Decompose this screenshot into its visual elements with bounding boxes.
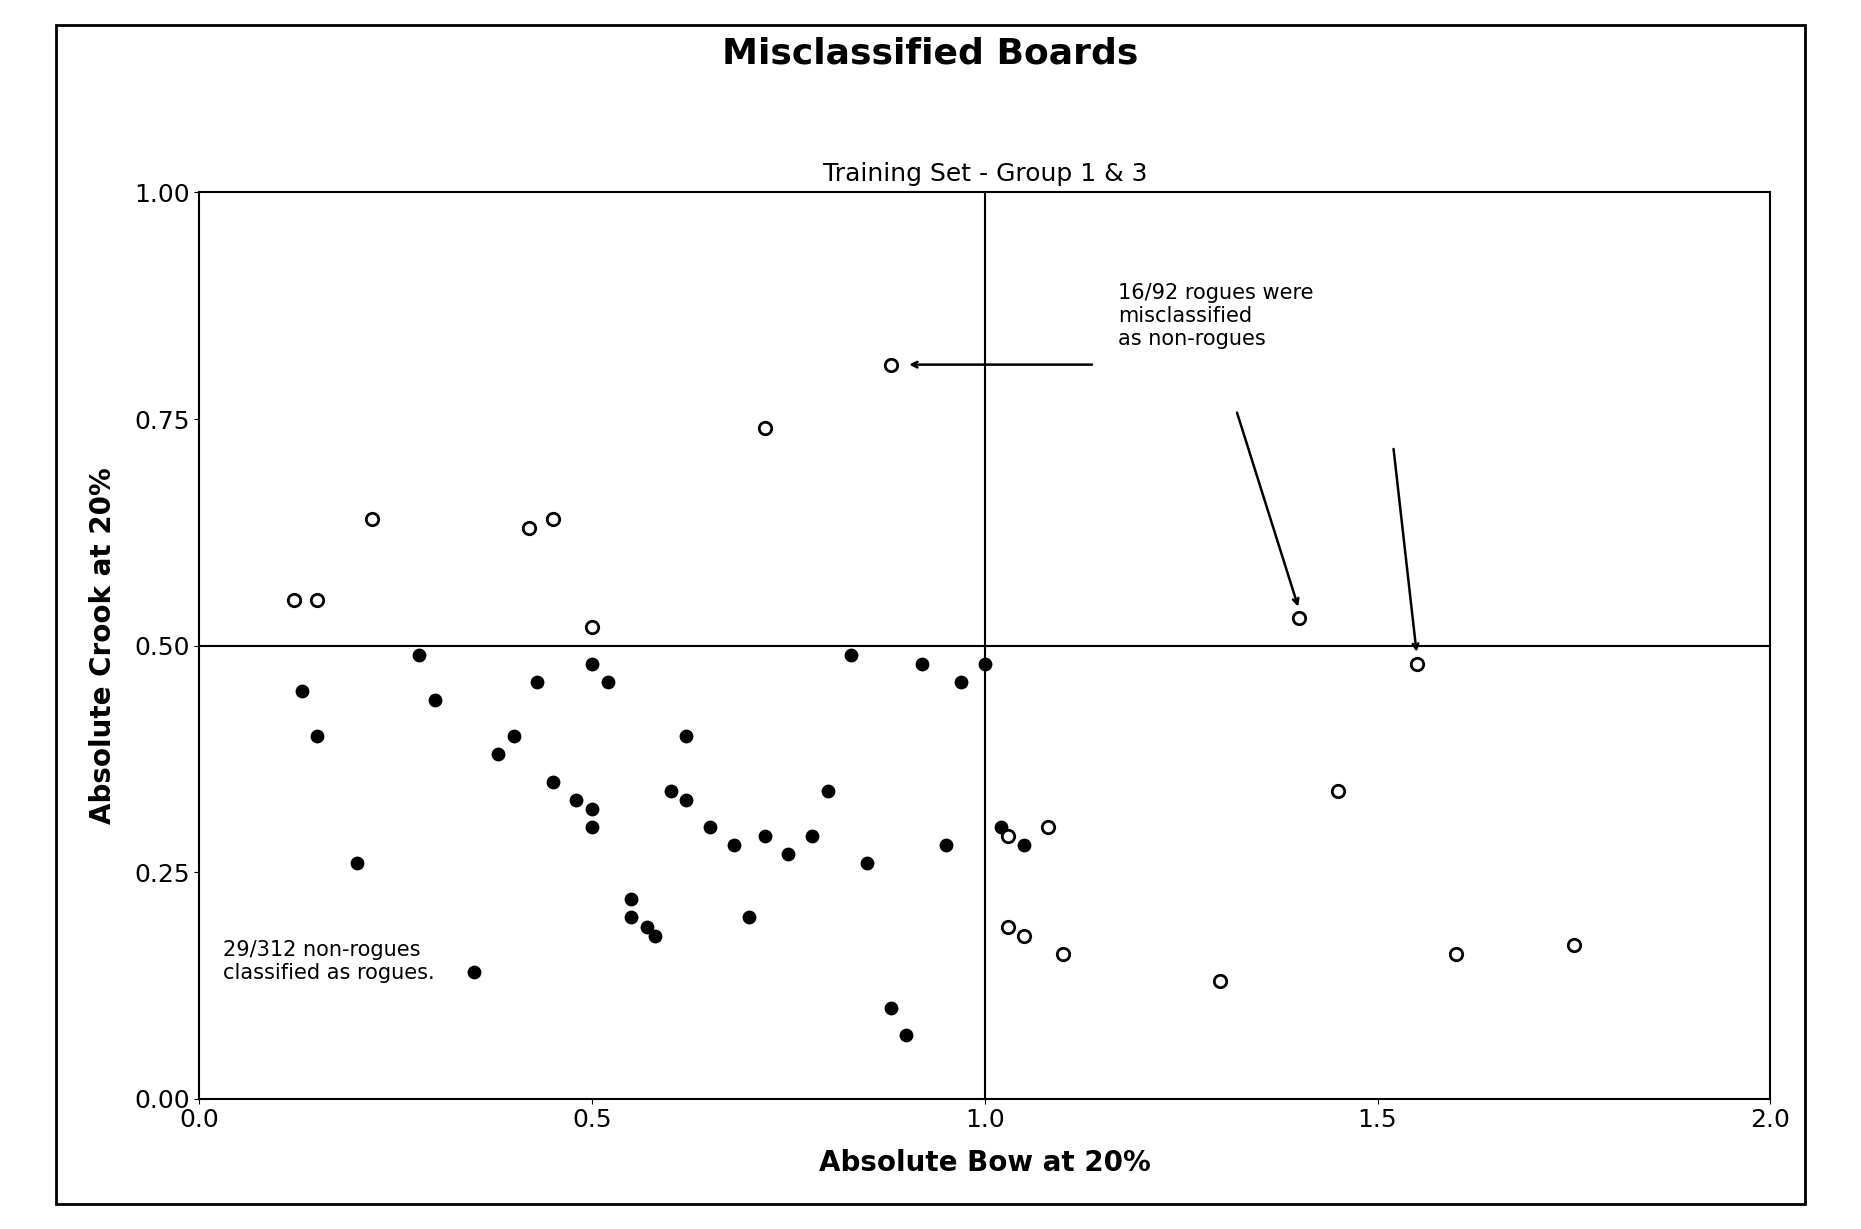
Point [562,790,592,810]
Point [633,917,663,936]
Point [421,691,450,710]
Point [986,817,1016,837]
Text: 16/92 rogues were
misclassified
as non-rogues: 16/92 rogues were misclassified as non-r… [1118,283,1314,349]
Point [1560,935,1589,955]
Point [1048,944,1078,964]
Point [970,654,999,673]
Point [906,654,936,673]
Point [813,780,843,800]
Point [1284,608,1314,628]
Point [1323,780,1353,800]
Point [735,908,765,928]
Point [672,790,702,810]
Point [577,799,607,819]
Point [1206,971,1236,991]
Y-axis label: Absolute Crook at 20%: Absolute Crook at 20% [89,467,117,823]
Point [694,817,724,837]
Point [718,836,748,855]
Point [577,817,607,837]
Point [499,726,529,746]
Point [357,509,387,528]
Point [287,681,316,701]
Point [301,726,331,746]
Point [514,517,543,537]
Point [672,726,702,746]
Point [577,618,607,638]
Point [484,745,514,764]
Point [891,1025,921,1045]
Point [1440,944,1470,964]
Point [1033,817,1063,837]
Point [836,645,865,665]
Point [279,590,309,610]
Point [301,590,331,610]
Point [774,844,804,864]
Point [750,418,780,438]
Point [947,672,977,692]
Text: 29/312 non-rogues
classified as rogues.: 29/312 non-rogues classified as rogues. [223,940,435,983]
Text: Misclassified Boards: Misclassified Boards [722,37,1139,71]
Point [460,962,489,982]
X-axis label: Absolute Bow at 20%: Absolute Bow at 20% [819,1149,1150,1177]
Point [1009,925,1038,945]
Point [1401,654,1431,673]
Point [852,853,882,873]
Point [750,826,780,846]
Point [877,355,906,375]
Point [994,826,1024,846]
Point [616,908,646,928]
Point [594,672,623,692]
Point [616,890,646,909]
Point [538,509,568,528]
Point [797,826,826,846]
Point [994,917,1024,936]
Point [877,998,906,1018]
Point [342,853,372,873]
Point [640,925,670,945]
Point [404,645,434,665]
Point [930,836,960,855]
Point [655,780,685,800]
Point [523,672,553,692]
Point [577,654,607,673]
Point [538,772,568,791]
Point [1009,836,1038,855]
Title: Training Set - Group 1 & 3: Training Set - Group 1 & 3 [823,162,1146,187]
